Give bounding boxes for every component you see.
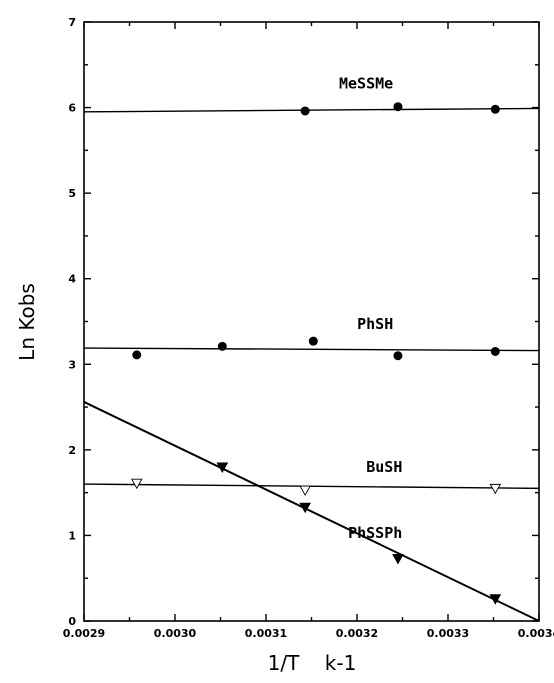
y-tick-label: 2: [68, 444, 76, 457]
series-labels: MeSSMe PhSH BuSH PhSSPh: [339, 75, 402, 542]
y-tick-label: 6: [68, 102, 76, 115]
point-bush: [299, 485, 311, 497]
x-tick-label: 0.0034: [518, 627, 554, 640]
fit-lines: [83, 107, 540, 622]
point-phsh: [490, 346, 500, 356]
series-label-bush: BuSH: [366, 458, 402, 476]
y-tick-label: 5: [68, 187, 76, 200]
x-tick-label: 0.0033: [427, 627, 469, 640]
x-tick-label: 0.0032: [336, 627, 378, 640]
fit-line-phsh: [83, 347, 540, 352]
y-tick-label: 4: [68, 273, 76, 286]
point-messme: [490, 104, 500, 114]
y-tick-label: 0: [68, 615, 76, 628]
y-tick-label: 3: [68, 358, 76, 371]
point-phssph: [489, 594, 502, 605]
y-axis-title: Ln Kobs: [15, 283, 39, 361]
point-messme: [393, 102, 403, 112]
point-phsh: [217, 341, 227, 351]
axis-tick-labels: 0.0029 0.0030 0.0031 0.0032 0.0033 0.0034 0 1 2 3…: [63, 16, 554, 640]
point-phssph: [299, 502, 311, 514]
fit-line-messme: [83, 107, 540, 113]
point-bush: [131, 478, 143, 490]
point-phssph: [392, 554, 404, 565]
series-label-messme: MeSSMe: [339, 75, 393, 93]
point-bush: [489, 483, 502, 495]
x-axis-title: 1/T k-1: [268, 651, 357, 675]
data-points: [131, 102, 502, 605]
y-tick-label: 7: [68, 16, 76, 29]
point-messme: [300, 106, 310, 116]
fit-line-bush: [83, 483, 540, 490]
x-tick-label: 0.0031: [245, 627, 287, 640]
x-tick-label: 0.0030: [154, 627, 197, 640]
point-phssph: [216, 462, 229, 474]
y-tick-label: 1: [68, 529, 76, 542]
fit-line-phssph: [83, 401, 540, 622]
x-tick-label: 0.0029: [63, 627, 105, 640]
point-phsh: [308, 336, 318, 346]
point-phsh: [393, 351, 403, 361]
series-label-phsh: PhSH: [357, 315, 393, 333]
point-phsh: [132, 350, 142, 360]
series-label-phssph: PhSSPh: [348, 524, 402, 542]
